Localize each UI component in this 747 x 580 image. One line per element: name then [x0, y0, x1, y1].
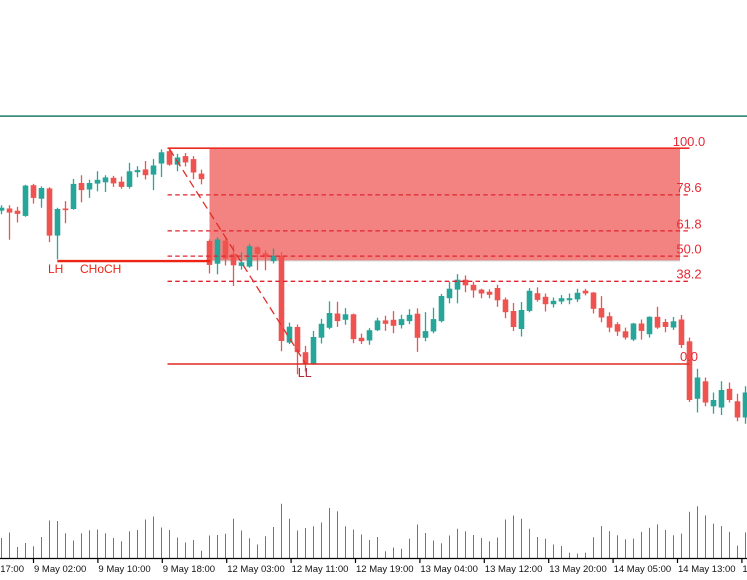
- svg-text:61.8: 61.8: [676, 216, 701, 231]
- svg-text:9 May 18:00: 9 May 18:00: [163, 564, 215, 575]
- svg-text:9 May 10:00: 9 May 10:00: [98, 564, 150, 575]
- svg-text:78.6: 78.6: [676, 180, 701, 195]
- svg-text:LL: LL: [298, 366, 312, 380]
- svg-text:14 May 13:00: 14 May 13:00: [678, 564, 736, 575]
- svg-text:14 May 21:00: 14 May 21:00: [742, 564, 747, 575]
- svg-text:LH: LH: [48, 262, 63, 276]
- svg-text:12 May 11:00: 12 May 11:00: [292, 564, 349, 575]
- svg-text:13 May 20:00: 13 May 20:00: [549, 564, 607, 575]
- svg-text:12 May 19:00: 12 May 19:00: [356, 564, 414, 575]
- svg-text:0.0: 0.0: [680, 349, 698, 364]
- svg-text:CHoCH: CHoCH: [80, 262, 121, 276]
- svg-text:100.0: 100.0: [673, 134, 706, 149]
- svg-text:14 May 05:00: 14 May 05:00: [614, 564, 672, 575]
- svg-text:50.0: 50.0: [676, 241, 701, 256]
- svg-text:38.2: 38.2: [676, 267, 701, 282]
- svg-text:9 May 02:00: 9 May 02:00: [34, 564, 86, 575]
- svg-text:13 May 04:00: 13 May 04:00: [420, 564, 478, 575]
- svg-text:8 May 17:00: 8 May 17:00: [0, 564, 24, 575]
- svg-text:12 May 03:00: 12 May 03:00: [227, 564, 285, 575]
- svg-text:13 May 12:00: 13 May 12:00: [485, 564, 543, 575]
